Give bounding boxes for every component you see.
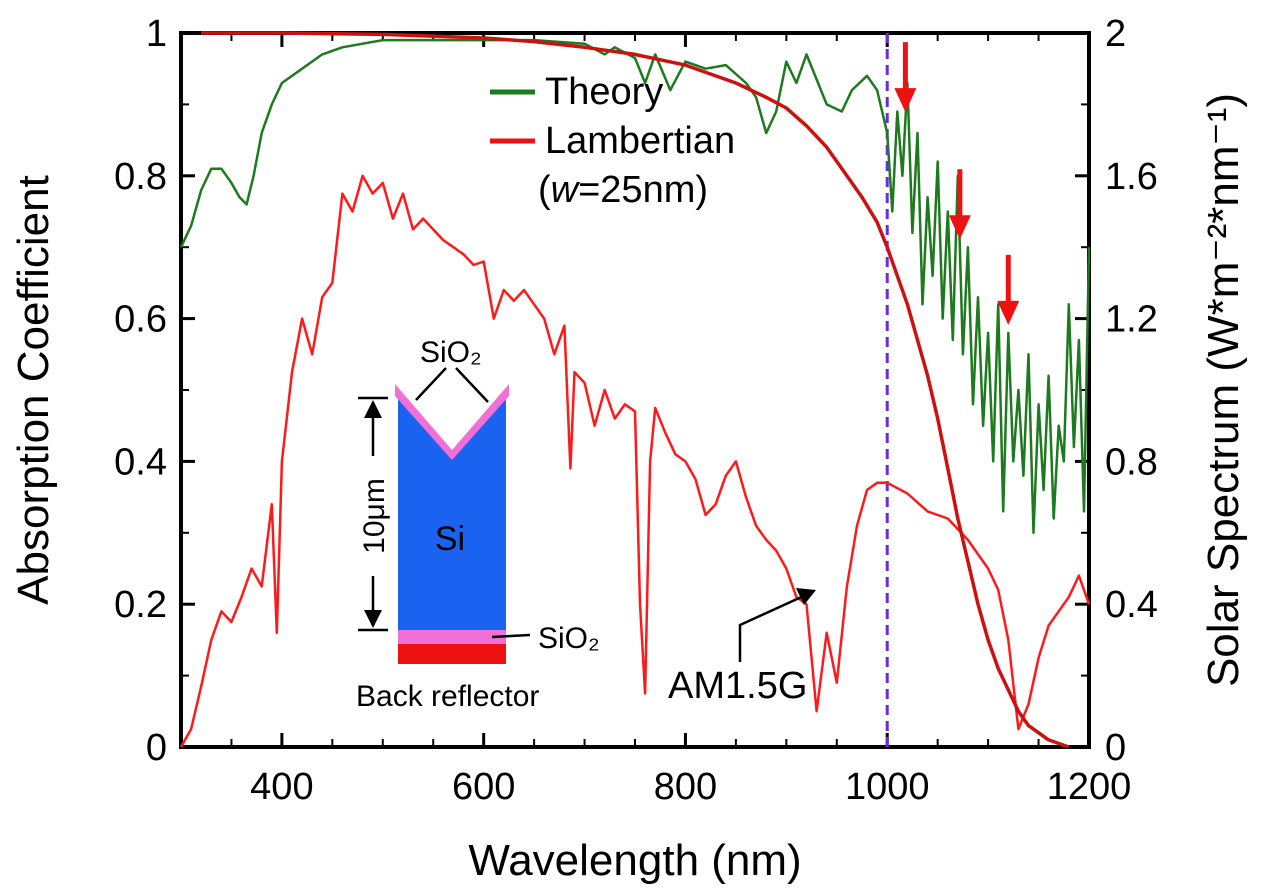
x-tick-label: 1000	[845, 766, 930, 808]
legend-note-value: =25nm	[578, 169, 695, 211]
y-axis-right-title: Solar Spectrum (W*m⁻²*nm⁻¹)	[1199, 93, 1248, 687]
y-left-tick-label: 0	[146, 727, 167, 769]
series-theory	[179, 38, 1091, 535]
y-left-tick-label: 0.4	[114, 441, 167, 483]
series-am1-5g	[179, 174, 1091, 748]
y-right-tick-label: 0	[1105, 727, 1126, 769]
inset-back-reflector	[398, 644, 506, 664]
series-lambertian	[201, 31, 1070, 749]
peak-arrow-head-2	[997, 300, 1020, 325]
peak-arrow-head-0	[894, 88, 917, 113]
inset-side-leader	[491, 633, 531, 639]
am15g-label: AM1.5G	[668, 665, 807, 707]
inset-thickness-label: 10μm	[358, 478, 391, 554]
x-tick-label: 800	[654, 766, 717, 808]
inset-top-leader-left	[415, 367, 447, 401]
series-group	[179, 31, 1091, 749]
y-right-tick-label: 2	[1105, 13, 1126, 55]
x-tick-label: 400	[250, 766, 313, 808]
inset-bottom-oxide	[398, 630, 506, 644]
am15g-annotation: AM1.5G	[668, 588, 816, 707]
y-right-tick-label: 0.8	[1105, 441, 1158, 483]
am15g-leader	[738, 592, 809, 662]
y-left-tick-label: 0.8	[114, 156, 167, 198]
peak-arrow-head-1	[948, 215, 971, 240]
y-axis-left-title: Absorption Coefficient	[9, 175, 58, 605]
inset-bottom-label: Back reflector	[356, 680, 539, 713]
inset-thickness-arrow-up	[364, 400, 382, 418]
y-right-tick-label: 1.6	[1105, 156, 1158, 198]
x-axis-title: Wavelength (nm)	[468, 836, 801, 885]
legend-note-w: w	[551, 169, 581, 211]
inset-si-label: Si	[435, 520, 465, 558]
am15g-arrowhead	[796, 588, 816, 605]
inset-top-oxide-label: SiO₂	[420, 336, 482, 369]
legend-theory-label: Theory	[545, 71, 663, 113]
inset-si-layer	[398, 398, 506, 630]
inset-thickness-arrow-down	[364, 610, 382, 628]
y-right-tick-label: 1.2	[1105, 299, 1158, 341]
legend-note: (w=25nm)	[538, 169, 708, 211]
peak-arrows	[894, 42, 1020, 325]
y-left-tick-label: 0.6	[114, 299, 167, 341]
legend: Theory Lambertian (w=25nm)	[490, 71, 735, 211]
y-right-tick-label: 0.4	[1105, 584, 1158, 626]
legend-lambertian-label: Lambertian	[545, 120, 735, 162]
inset-schematic: SiO₂ Si 10μm SiO₂ Back reflector	[356, 336, 600, 713]
x-tick-label: 1200	[1047, 766, 1132, 808]
inset-side-oxide-label: SiO₂	[538, 622, 600, 655]
y-left-tick-label: 0.2	[114, 584, 167, 626]
y-left-tick-label: 1	[146, 13, 167, 55]
inset-top-leader-right	[455, 367, 489, 403]
x-tick-label: 600	[452, 766, 515, 808]
tick-group: 400 600 800 1000 120000.20.40.60.8100.40.81.…	[114, 13, 1158, 808]
